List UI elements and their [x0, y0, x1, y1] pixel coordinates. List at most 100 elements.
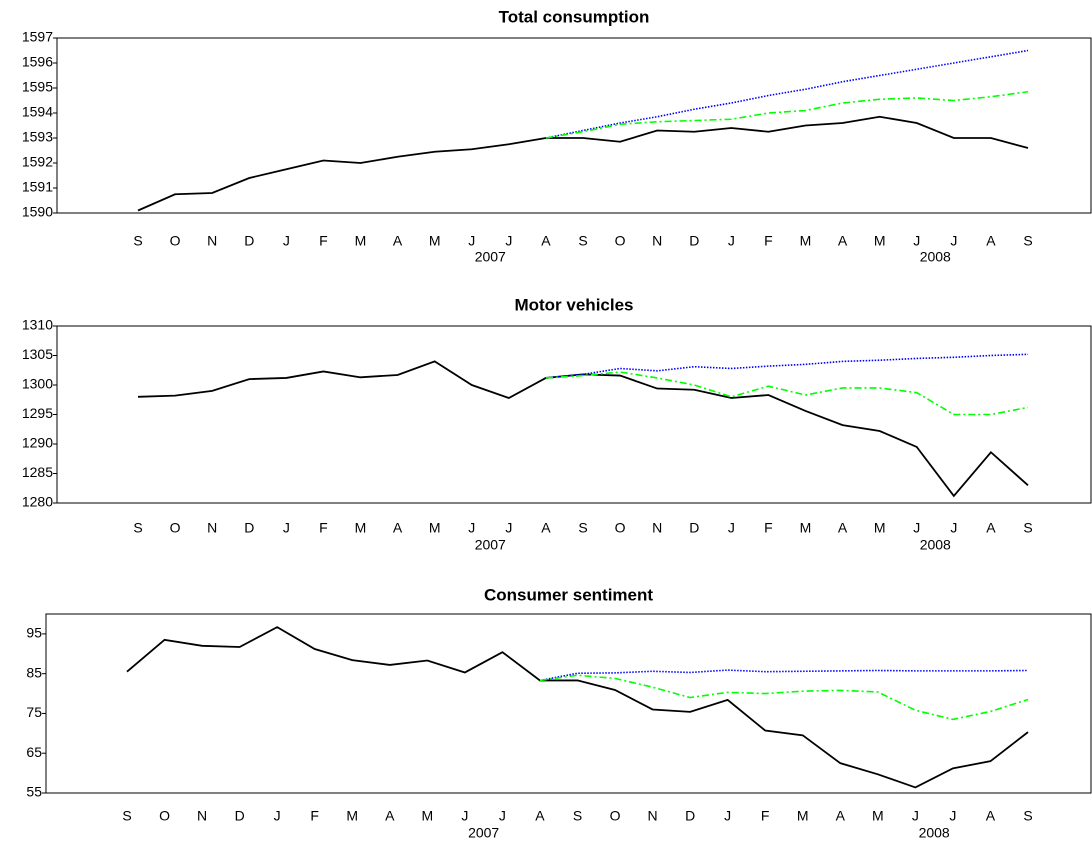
x-tick-label: S — [133, 520, 142, 536]
y-tick-label: 1295 — [22, 405, 53, 421]
x-tick-label: O — [615, 520, 626, 536]
y-tick-label: 1595 — [22, 79, 53, 95]
x-tick-label: A — [393, 520, 403, 536]
series-line — [545, 49, 1029, 139]
year-label: 2008 — [920, 537, 951, 553]
y-tick-label: 1592 — [22, 154, 53, 170]
x-tick-label: N — [652, 520, 662, 536]
x-tick-label: F — [764, 233, 773, 249]
x-tick-label: S — [578, 233, 587, 249]
x-tick-label: F — [319, 233, 328, 249]
x-tick-label: J — [913, 233, 920, 249]
series-line — [137, 115, 1029, 212]
x-tick-label: N — [652, 233, 662, 249]
x-tick-label: S — [1023, 233, 1032, 249]
y-tick-label: 1280 — [22, 494, 53, 510]
x-tick-label: J — [505, 233, 512, 249]
year-label: 2007 — [468, 825, 499, 841]
x-tick-label: S — [1023, 520, 1032, 536]
year-label: 2008 — [920, 249, 951, 265]
x-tick-label: M — [429, 233, 441, 249]
x-tick-label: S — [578, 520, 587, 536]
series-line — [545, 353, 1029, 379]
plot-frame — [45, 613, 1092, 794]
y-tick-label: 1290 — [22, 435, 53, 451]
year-label: 2007 — [475, 249, 506, 265]
x-tick-label: M — [355, 520, 367, 536]
x-tick-label: M — [797, 808, 809, 824]
x-tick-label: N — [648, 808, 658, 824]
x-tick-label: N — [207, 520, 217, 536]
x-tick-label: J — [728, 520, 735, 536]
x-tick-label: O — [170, 520, 181, 536]
x-tick-label: D — [244, 233, 254, 249]
chart-title: Total consumption — [499, 7, 650, 26]
plot-frame — [56, 37, 1092, 214]
x-tick-label: J — [912, 808, 919, 824]
x-tick-label: J — [950, 520, 957, 536]
series-line — [539, 674, 1029, 721]
y-tick-label: 1590 — [22, 204, 53, 220]
y-tick-label: 75 — [26, 704, 42, 720]
x-tick-label: A — [986, 233, 996, 249]
x-tick-label: J — [950, 233, 957, 249]
series-line — [137, 360, 1029, 498]
x-tick-label: M — [874, 233, 886, 249]
plot-frame — [56, 325, 1092, 504]
x-tick-label: J — [499, 808, 506, 824]
x-tick-label: J — [461, 808, 468, 824]
x-tick-label: J — [468, 233, 475, 249]
x-tick-label: F — [310, 808, 319, 824]
x-tick-label: J — [283, 233, 290, 249]
x-tick-label: O — [170, 233, 181, 249]
y-tick-label: 1285 — [22, 464, 53, 480]
x-tick-label: A — [385, 808, 395, 824]
y-tick-label: 55 — [26, 784, 42, 800]
x-tick-label: D — [235, 808, 245, 824]
x-tick-label: J — [468, 520, 475, 536]
x-tick-label: J — [913, 520, 920, 536]
x-tick-label: O — [615, 233, 626, 249]
series-line — [539, 669, 1029, 682]
y-tick-label: 1597 — [22, 29, 53, 45]
x-tick-label: M — [421, 808, 433, 824]
x-tick-label: A — [535, 808, 545, 824]
year-label: 2008 — [919, 825, 950, 841]
x-tick-label: F — [319, 520, 328, 536]
x-tick-label: A — [393, 233, 403, 249]
y-tick-label: 1305 — [22, 346, 53, 362]
x-tick-label: D — [689, 233, 699, 249]
x-tick-label: J — [283, 520, 290, 536]
x-tick-label: S — [1023, 808, 1032, 824]
series-line — [545, 90, 1029, 139]
y-tick-label: 1593 — [22, 129, 53, 145]
series-line — [126, 626, 1029, 789]
series-line — [545, 371, 1029, 416]
y-tick-label: 1596 — [22, 54, 53, 70]
x-tick-label: J — [274, 808, 281, 824]
x-tick-label: J — [949, 808, 956, 824]
x-tick-label: A — [986, 808, 996, 824]
x-tick-label: D — [685, 808, 695, 824]
x-tick-label: J — [505, 520, 512, 536]
x-tick-label: M — [429, 520, 441, 536]
y-tick-label: 1594 — [22, 104, 53, 120]
x-tick-label: M — [874, 520, 886, 536]
chart-title: Motor vehicles — [514, 295, 633, 314]
x-tick-label: J — [724, 808, 731, 824]
x-tick-label: A — [986, 520, 996, 536]
year-label: 2007 — [475, 537, 506, 553]
x-tick-label: M — [872, 808, 884, 824]
x-tick-label: F — [761, 808, 770, 824]
x-tick-label: A — [541, 233, 551, 249]
y-tick-label: 1591 — [22, 179, 53, 195]
y-tick-label: 1310 — [22, 317, 53, 333]
x-tick-label: D — [244, 520, 254, 536]
y-tick-label: 85 — [26, 664, 42, 680]
chart-title: Consumer sentiment — [484, 585, 653, 604]
x-tick-label: A — [836, 808, 846, 824]
x-tick-label: O — [610, 808, 621, 824]
x-tick-label: F — [764, 520, 773, 536]
x-tick-label: M — [800, 233, 812, 249]
